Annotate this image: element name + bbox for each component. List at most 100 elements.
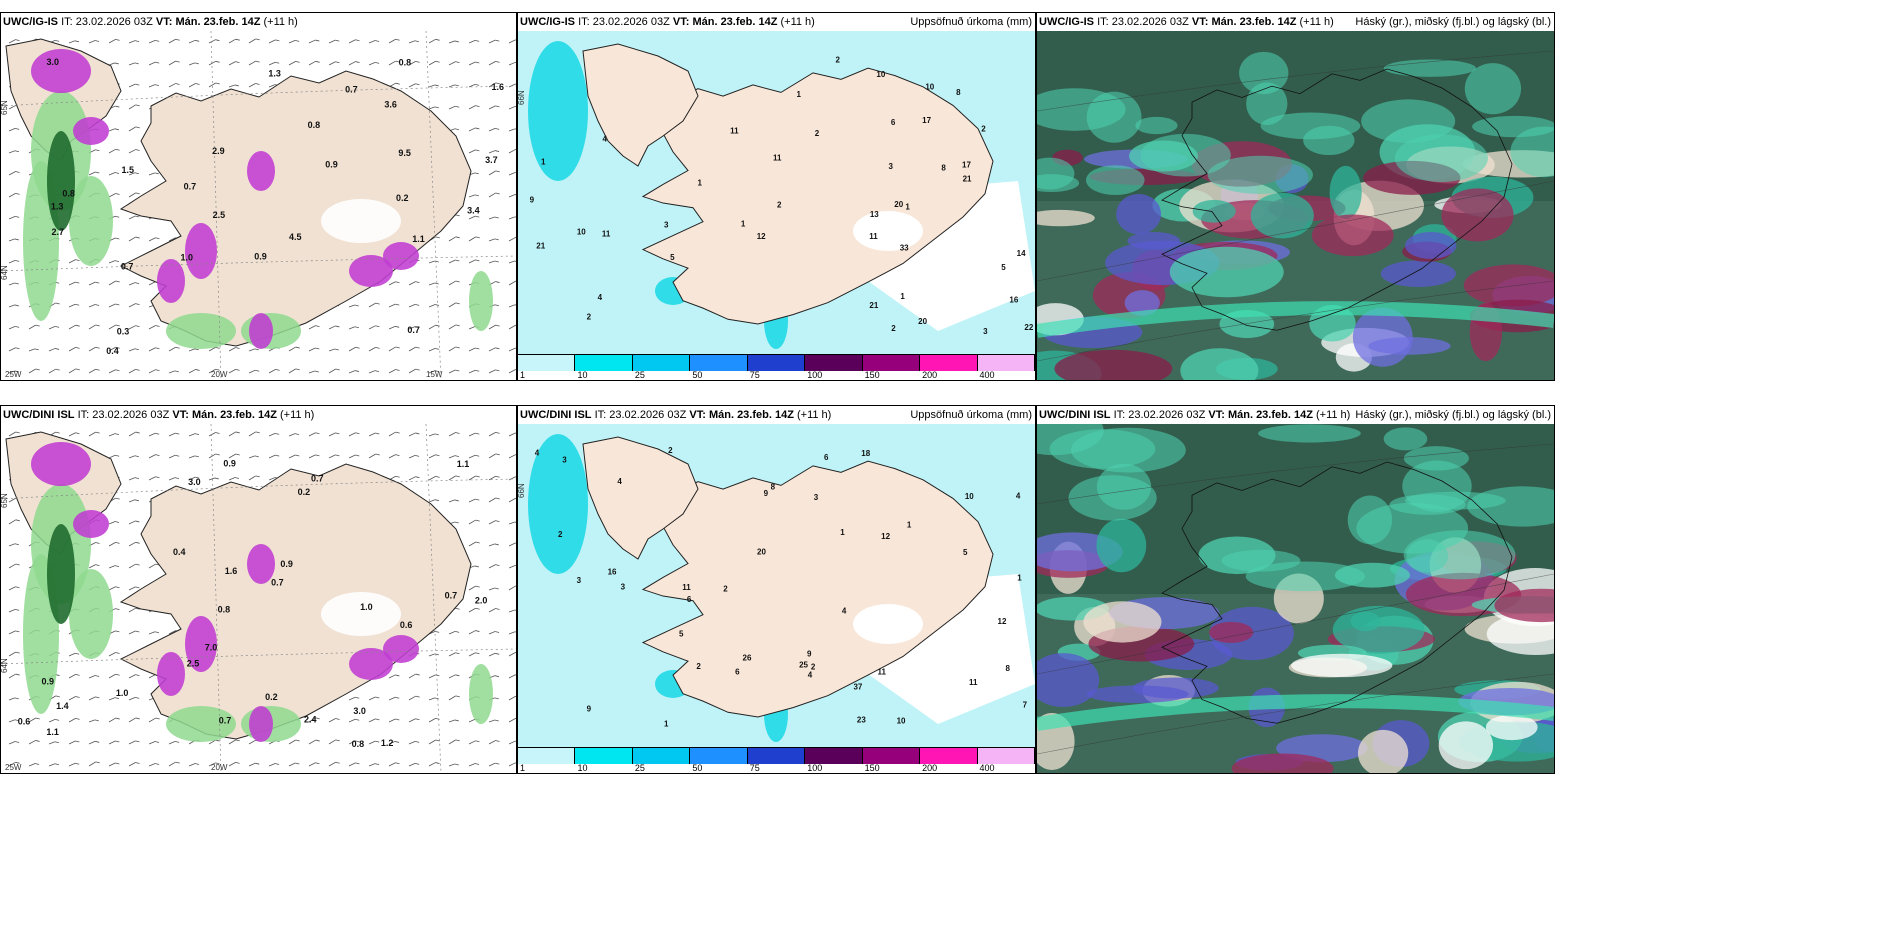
init-time: 23.02.2026 03Z	[1128, 409, 1206, 421]
precip-value-label: 11	[969, 678, 978, 687]
precip-value-label: 2.5	[187, 659, 200, 669]
lead-time: (+11 h)	[797, 409, 832, 421]
cloud-layer-area	[1463, 264, 1554, 307]
legend-swatch	[920, 748, 978, 764]
it-label: IT:	[578, 16, 590, 28]
cloud-layer-area	[1221, 549, 1301, 572]
precip-value-label: 16	[608, 567, 617, 576]
precip-value-label: 1	[664, 719, 669, 728]
cloud-layer-area	[1383, 59, 1477, 77]
vt-label: VT:	[1208, 409, 1225, 421]
cloud-layer-area	[1250, 192, 1314, 239]
legend-swatch	[747, 748, 806, 764]
precip-band	[528, 41, 588, 181]
vt-label: VT:	[155, 16, 173, 28]
precip-value-label: 0.7	[271, 577, 284, 587]
lat-label: 64N	[1, 265, 9, 280]
wind-precip-map: 65N 64N 25W 20W 15W 2.7 0.2 3.6 3.4 0.3 1.5 9.5 3.0 0…	[1, 31, 516, 380]
legend-tick: 150	[864, 370, 880, 380]
precip-value-label: 3	[664, 221, 669, 230]
precip-value-label: 2	[815, 129, 820, 138]
precip-value-label: 16	[1009, 296, 1018, 305]
precip-value-label: 4	[603, 135, 608, 144]
precip-value-label: 1.6	[491, 82, 504, 92]
legend-tick: 25	[634, 370, 645, 380]
precip-value-label: 2.4	[304, 714, 317, 724]
precip-value-label: 21	[869, 301, 878, 310]
init-time: 23.02.2026 03Z	[1111, 16, 1189, 28]
precip-value-label: 17	[962, 160, 971, 169]
panel-header: UWC/DINI ISL IT: 23.02.2026 03Z VT: Mán.…	[518, 406, 1035, 424]
lead-time: (+11 h)	[280, 409, 315, 421]
precip-value-label: 4	[535, 449, 540, 458]
precip-value-label: 11	[730, 126, 739, 135]
precip-value-label: 0.2	[298, 487, 311, 497]
precip-value-label: 0.4	[106, 346, 119, 356]
cloud-layer-area	[1135, 116, 1178, 135]
precip-value-label: 4.5	[289, 232, 302, 242]
lead-time: (+11 h)	[263, 16, 298, 28]
lon-label: 15W	[426, 370, 443, 379]
precip-value-label: 1.0	[360, 602, 373, 612]
precip-value-label: 1	[840, 528, 845, 537]
cloud-layer-area	[1037, 174, 1080, 192]
valid-time: Mán. 23.feb. 14Z	[1211, 16, 1297, 28]
precip-value-label: 1.2	[381, 738, 394, 748]
precip-value-label: 13	[870, 210, 879, 219]
precip-value-label: 9	[807, 650, 812, 659]
precip-value-label: 3	[814, 493, 819, 502]
precip-band	[528, 434, 588, 574]
cloud-layer-area	[1037, 653, 1100, 708]
valid-time: Mán. 23.feb. 14Z	[1227, 409, 1313, 421]
precip-value-label: 14	[1017, 249, 1026, 258]
precip-value-label: 1.5	[121, 165, 134, 175]
iceland-land	[641, 67, 994, 325]
rain-area	[166, 313, 236, 349]
legend-swatch	[690, 748, 748, 764]
precip-value-label: 8	[956, 88, 961, 97]
model-name: UWC/IG-IS	[520, 16, 575, 28]
cloud-layer-area	[1068, 475, 1157, 521]
precip-value-label: 0.2	[265, 692, 278, 702]
snow-precip-area	[383, 242, 419, 270]
precip-value-label: 0.3	[117, 326, 130, 336]
precip-value-label: 5	[963, 548, 968, 557]
cloud-layer-area	[1209, 621, 1254, 643]
model-name: UWC/IG-IS	[3, 16, 58, 28]
snow-area	[321, 592, 401, 636]
precip-value-label: 2	[981, 124, 986, 133]
snow-precip-area	[31, 442, 91, 486]
precip-value-label: 8	[1005, 664, 1010, 673]
legend-tick: 400	[979, 763, 995, 773]
it-label: IT:	[594, 409, 607, 421]
legend-swatch	[805, 748, 863, 764]
precip-value-label: 0.6	[18, 717, 31, 727]
cloud-layer-area	[1389, 494, 1466, 515]
precip-value-label: 3	[888, 162, 893, 171]
lat-label: 64N	[1, 658, 9, 673]
iceland-outline	[1161, 461, 1513, 724]
legend-swatch	[690, 355, 748, 371]
lat-label: 65N	[1, 493, 9, 508]
cloud-layer-area	[1083, 601, 1162, 643]
it-label: IT:	[1097, 16, 1109, 28]
precip-value-label: 0.8	[308, 120, 321, 130]
cloud-layer-area	[1132, 677, 1219, 699]
precip-value-label: 17	[922, 116, 931, 125]
cloud-layer-area	[1085, 165, 1145, 196]
precip-value-label: 2	[558, 530, 563, 539]
precip-value-label: 7	[1023, 701, 1028, 710]
cloud-layer-area	[1180, 348, 1259, 380]
rain-area	[69, 176, 113, 266]
legend-tick: 50	[692, 370, 703, 380]
valid-time: Mán. 23.feb. 14Z	[692, 16, 778, 28]
precip-value-label: 10	[876, 70, 885, 79]
precip-value-label: 20	[918, 317, 927, 326]
precip-value-label: 6	[735, 668, 740, 677]
legend-tick: 10	[577, 763, 588, 773]
cloud-layer-area	[1383, 427, 1428, 451]
panel-header: UWC/IG-IS IT: 23.02.2026 03Z VT: Mán. 23…	[518, 13, 1035, 31]
precip-value-label: 25	[799, 661, 808, 670]
